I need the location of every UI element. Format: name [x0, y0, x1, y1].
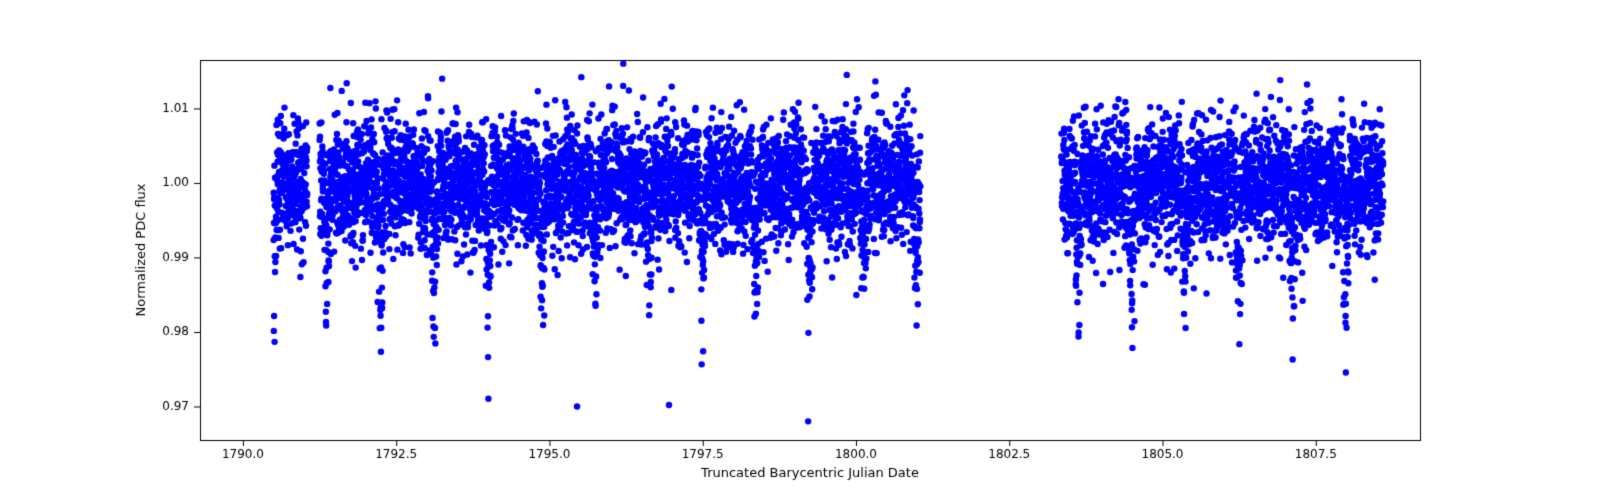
lightcurve-scatter-chart — [0, 0, 1600, 500]
